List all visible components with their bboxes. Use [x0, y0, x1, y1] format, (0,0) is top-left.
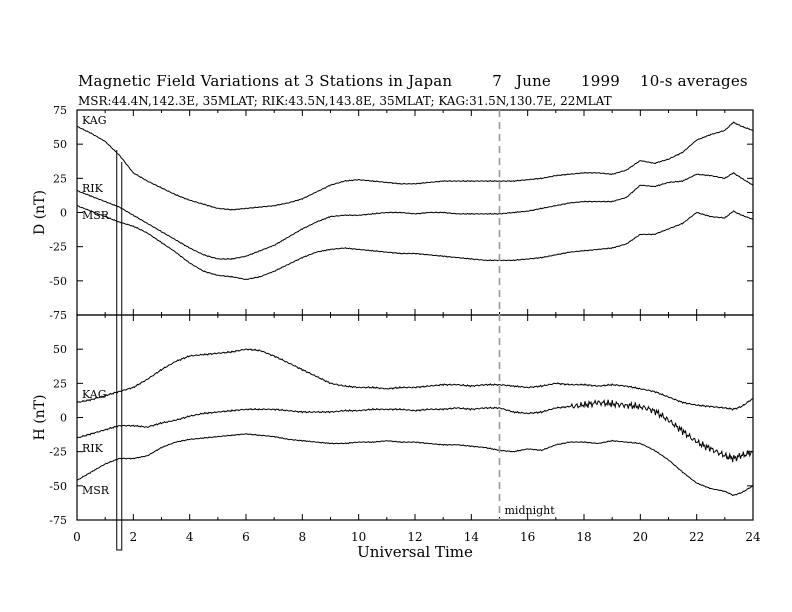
x-tick-label: 10 — [351, 530, 366, 544]
y-tick-label: -25 — [49, 446, 67, 459]
x-tick-label: 14 — [464, 530, 480, 544]
y-tick-label: 25 — [53, 172, 67, 185]
series-line-msr — [76, 433, 754, 497]
title-text: Magnetic Field Variations at 3 Stations … — [78, 72, 453, 90]
chart-title: Magnetic Field Variations at 3 Stations … — [78, 72, 748, 90]
panel-frame — [76, 109, 754, 316]
y-tick-label: -50 — [49, 480, 67, 493]
x-tick-label: 24 — [745, 530, 761, 544]
series-label-rik: RIK — [82, 182, 104, 195]
x-tick-label: 16 — [520, 530, 535, 544]
x-tick-label: 12 — [407, 530, 422, 544]
series-label-rik: RIK — [82, 442, 104, 455]
y-tick-label: 50 — [53, 138, 67, 151]
y-tick-label: -25 — [49, 241, 67, 254]
y-axis-label: H (nT) — [32, 395, 48, 441]
title-note: 10-s averages — [640, 72, 748, 90]
title-month: June — [516, 72, 552, 90]
y-tick-label: 0 — [60, 207, 67, 220]
series-label-kag: KAG — [82, 114, 107, 127]
y-axis-label: D (nT) — [32, 190, 48, 235]
chart-subtitle: MSR:44.4N,142.3E, 35MLAT; RIK:43.5N,143.… — [78, 94, 612, 108]
y-tick-label: 0 — [60, 412, 67, 425]
x-tick-label: 8 — [299, 530, 307, 544]
series-line-rik — [76, 398, 754, 463]
x-tick-label: 22 — [689, 530, 704, 544]
x-tick-label: 20 — [633, 530, 648, 544]
x-axis-label: Universal Time — [357, 543, 473, 561]
midnight-label: midnight — [505, 504, 556, 517]
x-tick-label: 18 — [576, 530, 591, 544]
y-tick-label: 50 — [53, 343, 67, 356]
series-line-kag — [76, 121, 754, 211]
series-label-msr: MSR — [82, 484, 110, 497]
panel-frame — [76, 314, 754, 521]
title-year: 1999 — [581, 72, 620, 90]
title-day: 7 — [492, 72, 502, 90]
y-tick-label: 75 — [53, 104, 67, 117]
x-tick-label: 6 — [242, 530, 250, 544]
time-marker-bracket — [116, 150, 123, 551]
x-tick-label: 2 — [130, 530, 138, 544]
series-label-msr: MSR — [82, 209, 110, 222]
y-tick-label: -50 — [49, 275, 67, 288]
y-tick-label: -75 — [49, 514, 67, 527]
series-line-kag — [76, 348, 754, 411]
x-tick-label: 0 — [73, 530, 81, 544]
y-tick-label: -75 — [49, 309, 67, 322]
series-label-kag: KAG — [82, 388, 107, 401]
y-tick-label: 25 — [53, 377, 67, 390]
series-line-rik — [76, 172, 754, 260]
x-tick-label: 4 — [186, 530, 194, 544]
series-line-msr — [76, 205, 754, 281]
